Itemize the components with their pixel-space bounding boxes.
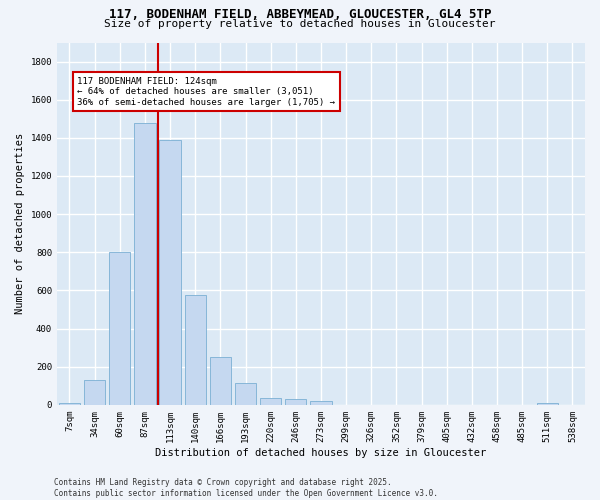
Bar	[185, 295, 206, 405]
X-axis label: Distribution of detached houses by size in Gloucester: Distribution of detached houses by size …	[155, 448, 487, 458]
Bar	[260, 398, 281, 405]
Text: 117, BODENHAM FIELD, ABBEYMEAD, GLOUCESTER, GL4 5TP: 117, BODENHAM FIELD, ABBEYMEAD, GLOUCEST…	[109, 8, 491, 20]
Bar	[310, 401, 332, 405]
Bar	[160, 140, 181, 405]
Bar	[84, 380, 106, 405]
Bar	[536, 403, 558, 405]
Bar	[134, 122, 155, 405]
Bar	[285, 399, 307, 405]
Y-axis label: Number of detached properties: Number of detached properties	[15, 133, 25, 314]
Bar	[59, 403, 80, 405]
Bar	[235, 383, 256, 405]
Bar	[209, 357, 231, 405]
Text: 117 BODENHAM FIELD: 124sqm
← 64% of detached houses are smaller (3,051)
36% of s: 117 BODENHAM FIELD: 124sqm ← 64% of deta…	[77, 77, 335, 106]
Bar	[109, 252, 130, 405]
Text: Size of property relative to detached houses in Gloucester: Size of property relative to detached ho…	[104, 19, 496, 29]
Text: Contains HM Land Registry data © Crown copyright and database right 2025.
Contai: Contains HM Land Registry data © Crown c…	[54, 478, 438, 498]
